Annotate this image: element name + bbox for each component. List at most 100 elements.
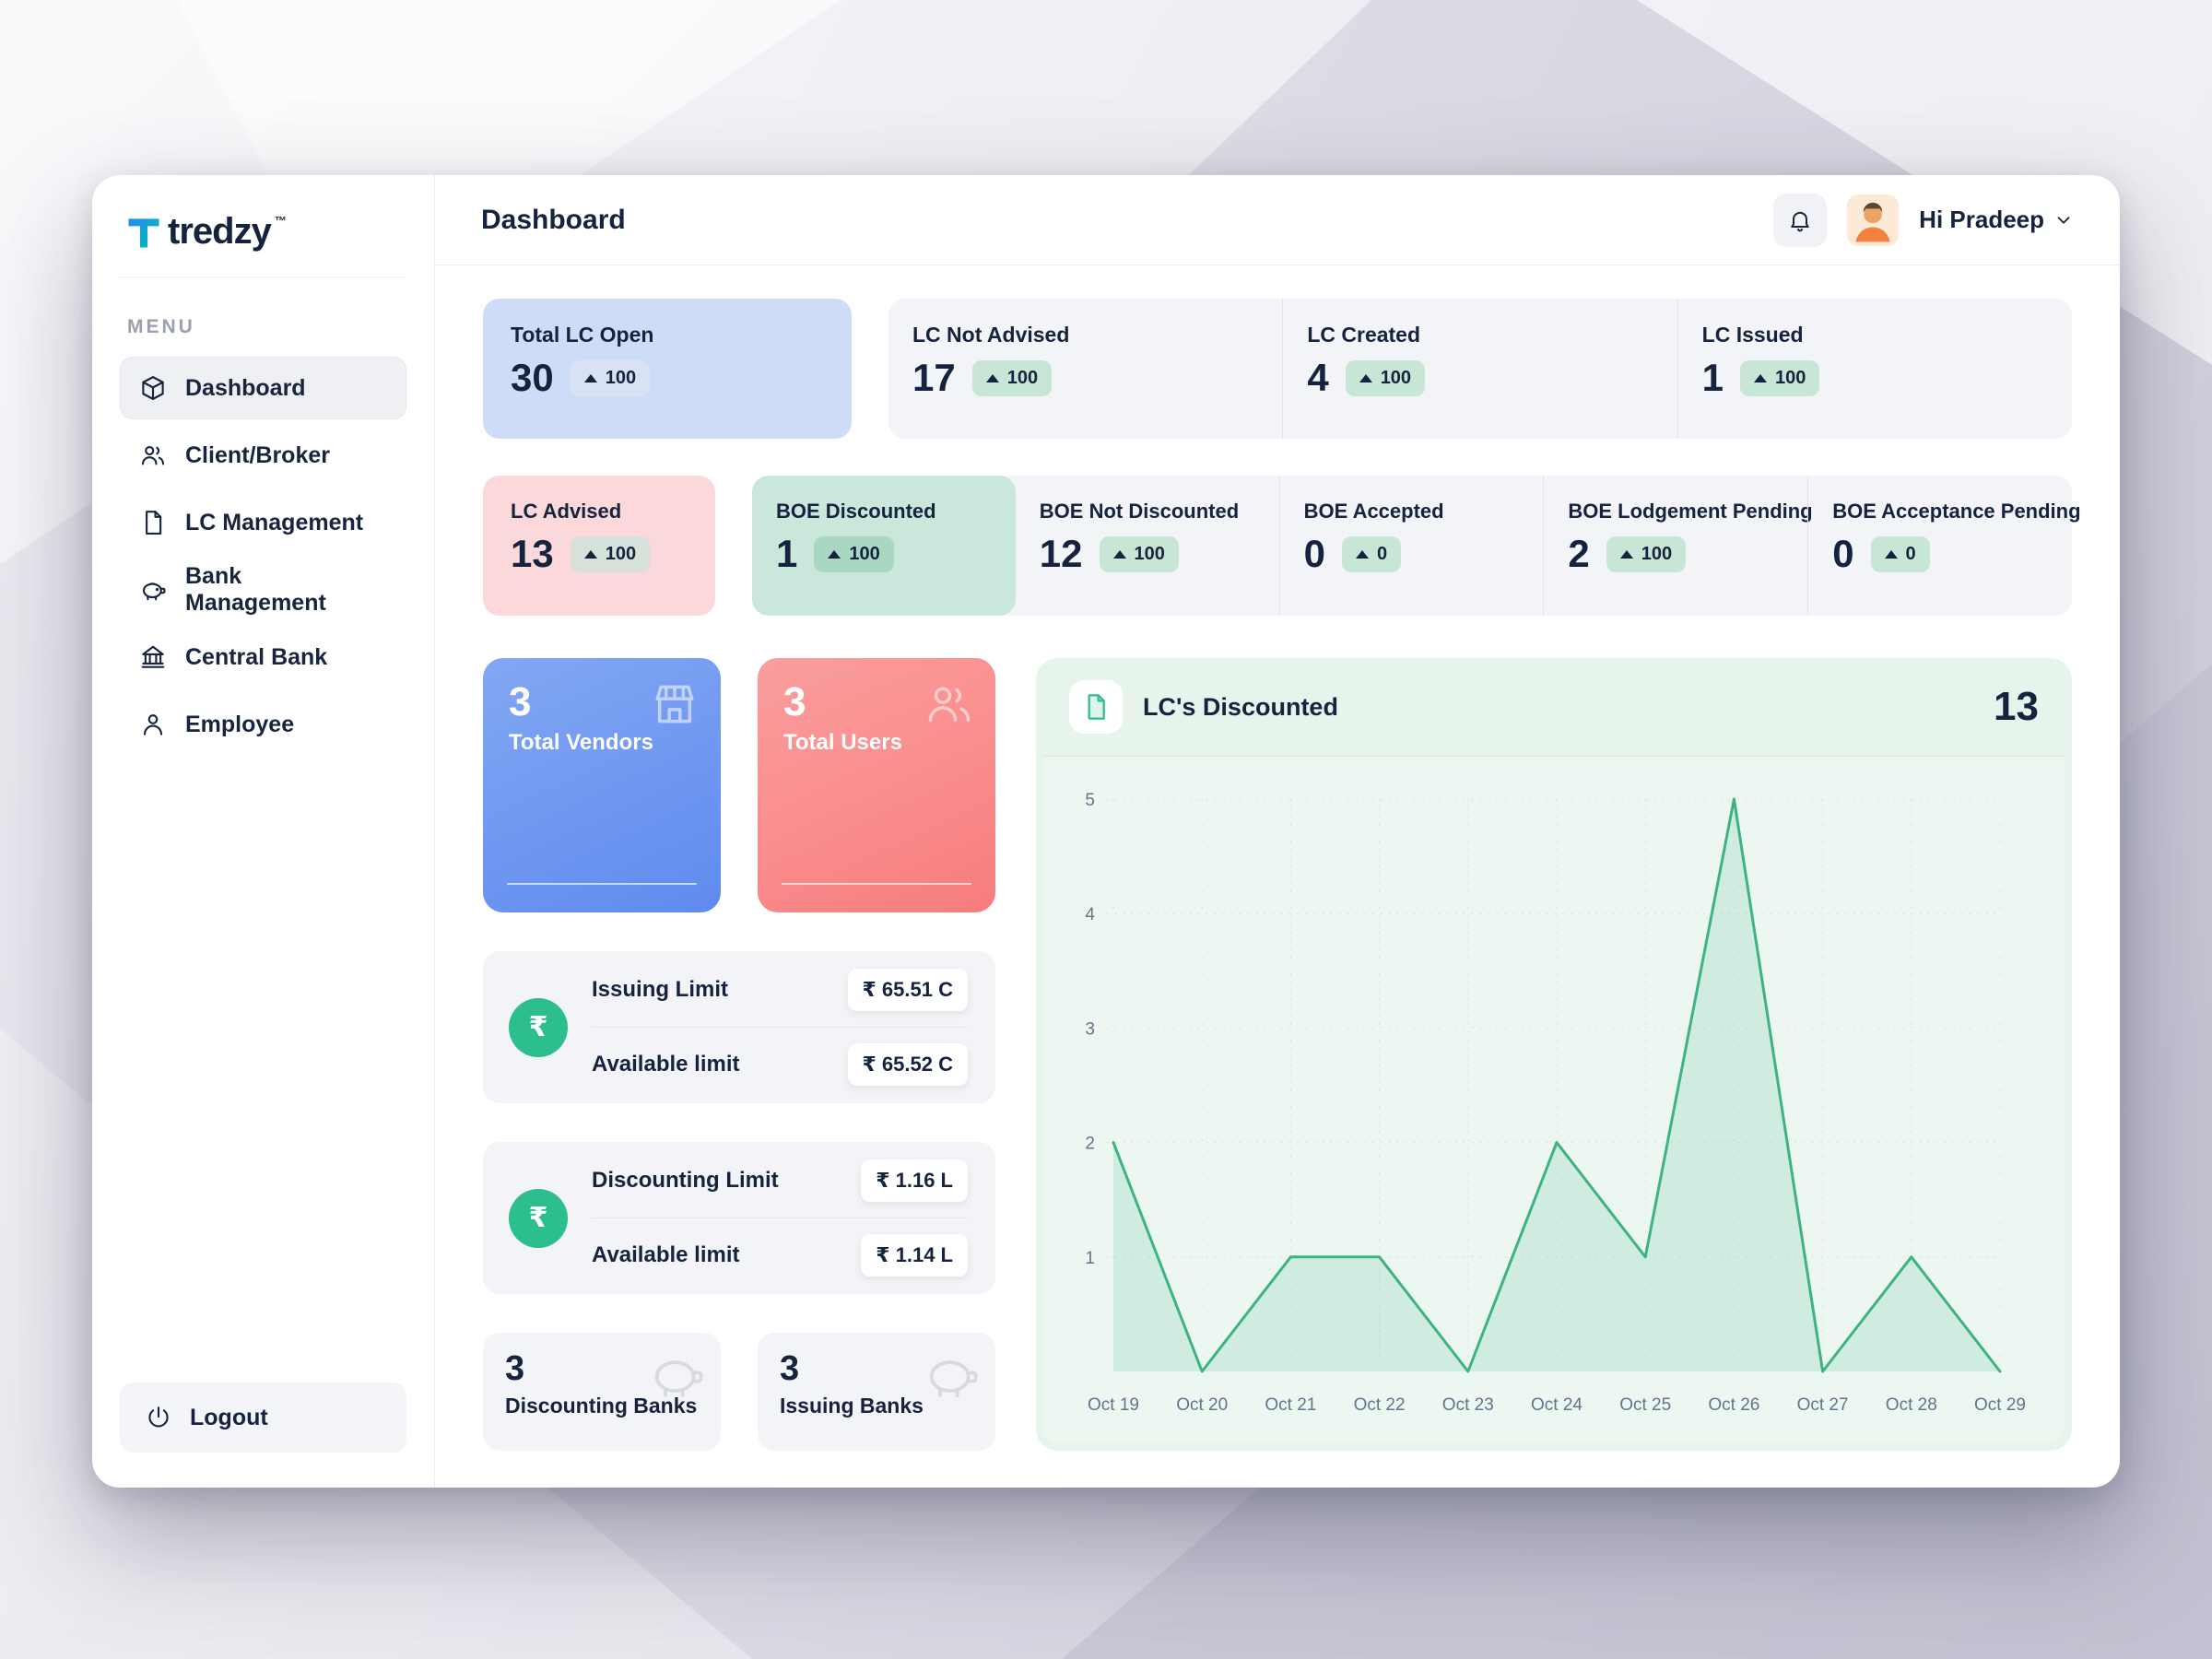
stat-card-boe-discounted: BOE Discounted 1 100 [752,476,1016,616]
card-underline [782,883,971,885]
vendors-count: 3 [509,679,532,724]
svg-text:Oct 22: Oct 22 [1354,1395,1406,1415]
lc-discounted-line-chart: 1 2 3 4 5 Oct 19 Oct 20 Oct 21 Oct 22 Oct 23 Oct 2… [1053,773,2039,1436]
logout-label: Logout [190,1404,268,1430]
trend-badge: 0 [1341,535,1402,572]
discounting-banks-count: 3 [505,1349,525,1388]
document-icon-box [1069,680,1123,734]
total-users-card: 3 Total Users [758,658,995,912]
available-limit-value: ₹ 65.52 C [847,1043,968,1086]
trend-badge: 100 [1740,359,1820,396]
trend-badge: 100 [1606,535,1687,572]
people-icon [139,441,167,469]
logout-button[interactable]: Logout [120,1382,406,1453]
available-limit-label: Available limit [592,1052,740,1077]
sidebar-nav: Dashboard Client/Broker LC Management [120,357,406,760]
svg-text:Oct 23: Oct 23 [1442,1395,1494,1415]
sidebar-item-label: Bank Management [185,563,326,616]
piggy-bank-icon [139,576,167,604]
available-limit-value: ₹ 1.14 L [861,1234,968,1277]
svg-text:Oct 28: Oct 28 [1886,1395,1937,1415]
stat-card-lc-created: LC Created 4 100 [1282,299,1677,439]
stat-card-lc-issued: LC Issued 1 100 [1677,299,2072,439]
user-greeting: Hi Pradeep [1919,206,2044,233]
chart-title: LC's Discounted [1143,692,1338,721]
arrow-up-icon [1359,373,1372,382]
person-icon [139,711,167,738]
arrow-up-icon [1619,549,1633,559]
svg-text:Oct 20: Oct 20 [1176,1395,1228,1415]
card-underline [507,883,697,885]
notifications-button[interactable] [1773,193,1828,247]
app-window: tredzy ™ MENU Dashboard [92,175,2120,1488]
arrow-up-icon [1355,549,1369,559]
chart-total-value: 13 [1994,684,2039,729]
stat-card-total-lc-open: Total LC Open 30 100 [483,299,852,439]
issuing-limit-label: Issuing Limit [592,977,729,1002]
discounting-banks-card: 3 Discounting Banks [483,1333,721,1451]
power-icon [146,1405,171,1430]
stat-card-boe-acceptance-pending: BOE Acceptance Pending 0 0 [1807,476,2081,616]
arrow-up-icon [583,549,597,559]
storefront-icon [649,678,700,735]
sidebar-item-dashboard[interactable]: Dashboard [120,357,406,419]
users-count: 3 [783,679,806,724]
svg-text:4: 4 [1085,905,1095,924]
arrow-up-icon [1754,373,1768,382]
discounting-banks-label: Discounting Banks [505,1394,698,1418]
svg-text:5: 5 [1085,791,1095,810]
tredzy-logo-icon [124,212,164,253]
users-icon [924,678,975,735]
arrow-up-icon [1112,549,1126,559]
sidebar-item-label: LC Management [185,509,364,535]
arrow-up-icon [1884,549,1898,559]
svg-text:3: 3 [1085,1019,1095,1039]
main-row: 3 Total Vendors 3 Total Users [483,658,2072,1451]
bank-building-icon [139,643,167,671]
stats-row-1: Total LC Open 30 100 LC Not Advised 17 1… [483,299,2072,439]
brand-name: tredzy [168,211,272,252]
discounting-limit-value: ₹ 1.16 L [861,1159,968,1202]
page-title: Dashboard [481,204,626,235]
trend-badge: 100 [1099,535,1179,572]
brand-logo[interactable]: tredzy ™ [120,206,406,277]
user-avatar[interactable] [1847,194,1900,246]
svg-text:Oct 26: Oct 26 [1708,1395,1759,1415]
menu-section-label: MENU [127,316,195,337]
issuing-limit-value: ₹ 65.51 C [847,969,968,1011]
svg-text:Oct 24: Oct 24 [1531,1395,1583,1415]
sidebar-item-label: Employee [185,711,295,737]
stat-card-boe-lodgement-pending: BOE Lodgement Pending 2 100 [1543,476,1813,616]
users-label: Total Users [783,730,902,755]
issuing-limit-card: ₹ Issuing Limit ₹ 65.51 C Available limi… [483,951,995,1103]
svg-text:Oct 19: Oct 19 [1088,1395,1139,1415]
svg-text:Oct 21: Oct 21 [1265,1395,1316,1415]
chart-body: 1 2 3 4 5 Oct 19 Oct 20 Oct 21 Oct 22 Oct 23 Oct 2… [1043,756,2065,1443]
stat-group-boe: BOE Discounted 1 100 BOE Not Discounted … [752,476,2081,616]
issuing-banks-count: 3 [780,1349,800,1388]
piggy-bank-icon [922,1346,981,1409]
sidebar-item-bank-management[interactable]: Bank Management [120,559,406,621]
green-document-icon [1088,694,1105,720]
stat-label: Total LC Open [511,323,654,347]
sidebar-item-client-broker[interactable]: Client/Broker [120,424,406,487]
stat-card-lc-advised: LC Advised 13 100 [483,476,715,616]
user-menu[interactable]: Hi Pradeep [1919,206,2074,234]
sidebar-item-label: Dashboard [185,374,306,401]
rupee-icon: ₹ [509,997,568,1057]
arrow-up-icon [985,373,999,382]
left-column: 3 Total Vendors 3 Total Users [483,658,995,1451]
arrow-up-icon [583,373,597,382]
stat-card-boe-not-discounted: BOE Not Discounted 12 100 [1039,500,1240,575]
trend-badge: 100 [1345,359,1426,396]
trend-badge: 100 [570,535,651,572]
sidebar-item-lc-management[interactable]: LC Management [120,491,406,554]
available-limit-label: Available limit [592,1242,740,1267]
stat-value: 30 [511,356,554,399]
sidebar-item-central-bank[interactable]: Central Bank [120,626,406,688]
discounting-limit-label: Discounting Limit [592,1168,779,1193]
sidebar-item-employee[interactable]: Employee [120,693,406,756]
trend-badge: 100 [814,535,894,572]
stat-group-lc: LC Not Advised 17 100 LC Created 4 100 [888,299,2072,439]
vendors-label: Total Vendors [509,730,653,755]
